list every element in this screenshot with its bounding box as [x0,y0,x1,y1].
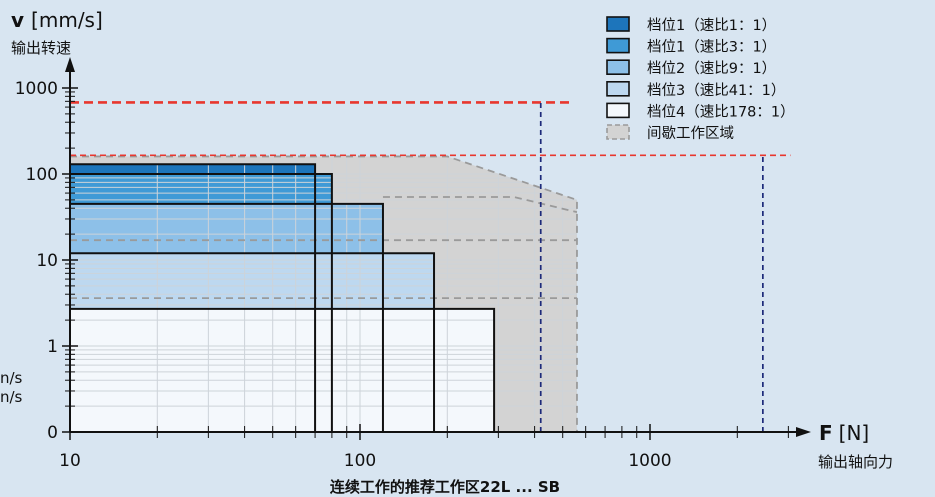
legend-swatch [606,124,630,140]
working-area-outline-3 [70,202,384,432]
legend: 档位1（速比1：1） 档位1（速比3：1） 档位2（速比9：1） 档位3（速比41：1… [606,16,795,142]
working-area-outline-1 [70,163,317,432]
edge-fragment-label: n/s [0,388,23,406]
legend-swatch [606,16,630,32]
legend-swatch [606,37,630,54]
y-axis-unit: [mm/s] [31,8,103,32]
working-areas [70,164,495,432]
chart-title: 连续工作的推荐工作区22L ... SB [330,478,560,496]
working-area-outlines [70,163,496,432]
intermittent-limit-1 [382,196,578,214]
y-axis-label: 输出转速 [11,39,71,57]
legend-swatch [606,59,630,76]
y-tick-label: 0 [47,423,58,443]
legend-label: 档位3（速比41：1） [647,82,785,99]
y-tick-label: 100 [26,165,58,185]
x-axis-symbol: F [819,421,833,445]
x-axis-arrow [796,427,811,437]
legend-item-6: 间歇工作区域 [606,124,734,142]
x-tick-label: 10 [59,451,81,471]
x-tick-label: 100 [344,451,376,471]
y-tick-label: 10 [36,251,58,271]
legend-label: 档位4（速比178：1） [647,103,795,120]
working-area-outline-4 [70,252,436,432]
x-tick-label: 1000 [628,451,671,471]
legend-label: 档位1（速比1：1） [647,17,776,34]
legend-item-4: 档位3（速比41：1） [606,81,785,99]
working-area-outline-5 [70,307,496,432]
legend-label: 档位1（速比3：1） [647,39,776,56]
y-tick-label: 1000 [15,79,58,99]
legend-item-2: 档位1（速比3：1） [606,37,776,56]
legend-item-1: 档位1（速比1：1） [606,16,776,34]
intermittent-zone-edge [70,155,578,432]
edge-fragment-label: n/s [0,369,23,387]
working-area-5 [70,308,495,432]
y-tick-label: 1 [47,337,58,357]
y-axis-symbol: v [11,8,24,32]
legend-swatch [606,81,630,97]
legend-item-5: 档位4（速比178：1） [606,102,795,120]
reference-lines [70,101,791,432]
intermittent-limits [70,155,578,432]
y-axis-title: v [mm/s] [11,8,103,32]
x-axis-label: 输出轴向力 [818,453,893,471]
grid [70,156,577,432]
y-axis-arrow [65,57,75,72]
x-axis-title: F [N] [819,421,869,445]
legend-swatch [606,102,630,119]
x-axis-unit: [N] [839,421,870,445]
legend-item-3: 档位2（速比9：1） [606,59,776,77]
legend-label: 档位2（速比9：1） [647,60,776,77]
working-area-outline-2 [70,173,333,432]
legend-label: 间歇工作区域 [647,125,734,142]
